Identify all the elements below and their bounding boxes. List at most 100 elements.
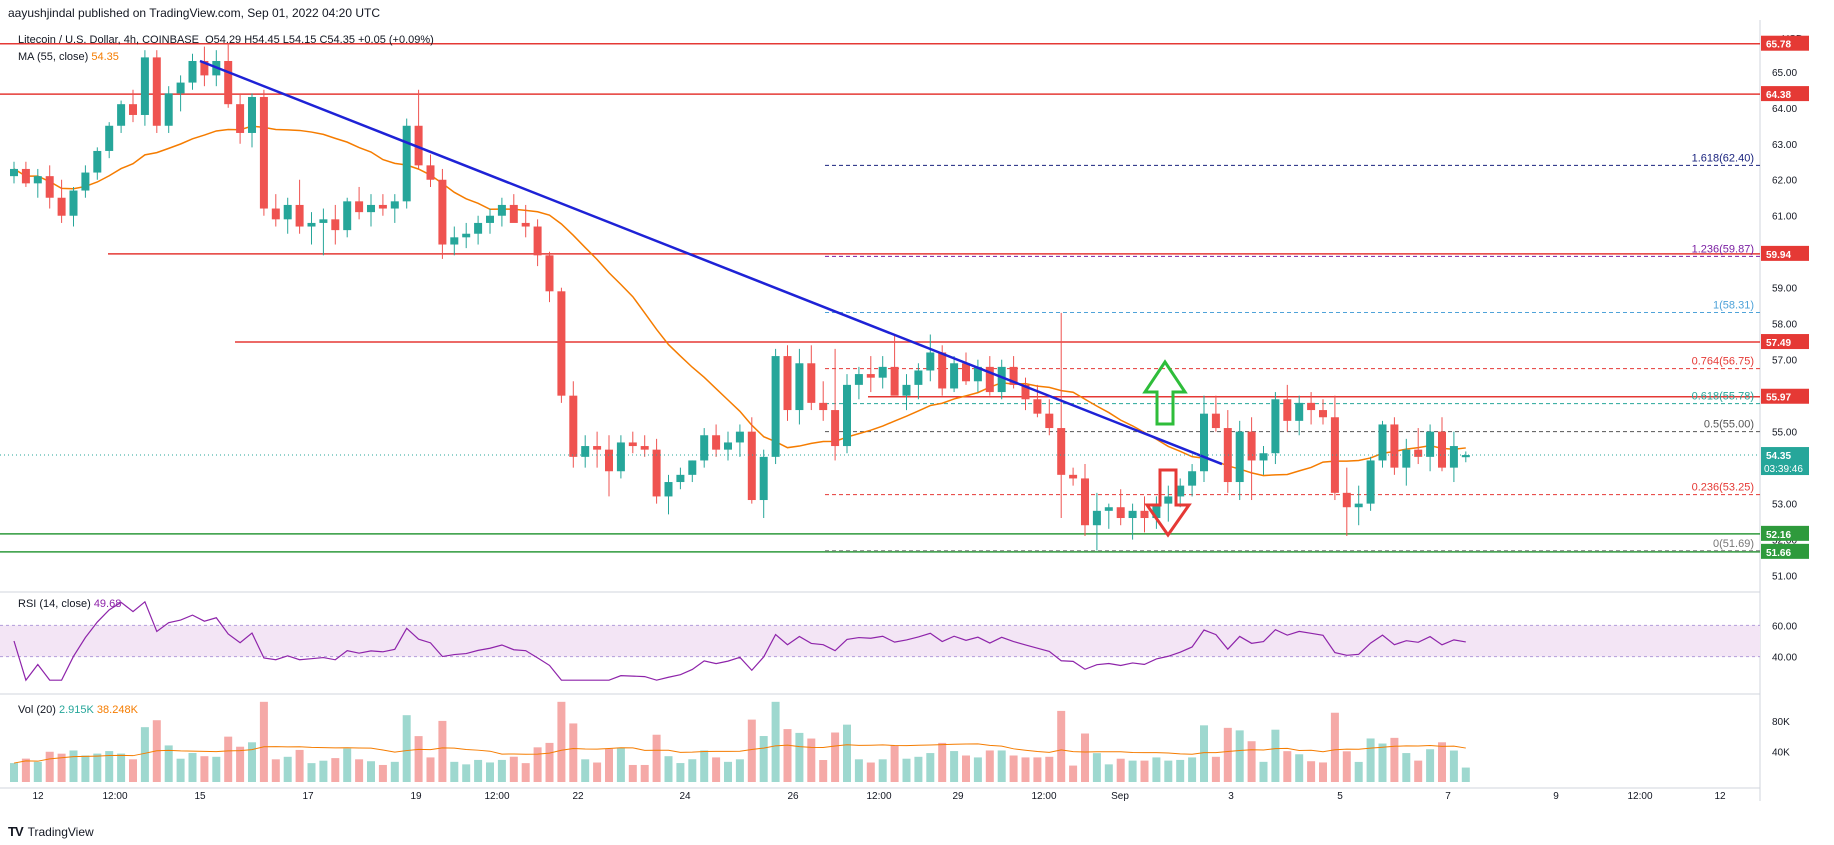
candle-body bbox=[914, 370, 923, 385]
candle-body bbox=[259, 96, 268, 209]
candle-body bbox=[521, 222, 530, 227]
candle-body bbox=[771, 356, 780, 457]
candle bbox=[1081, 464, 1089, 537]
volume-bar bbox=[724, 761, 732, 782]
candle-body bbox=[367, 204, 375, 213]
candle bbox=[997, 359, 1006, 400]
ma-value: 54.35 bbox=[91, 51, 119, 63]
volume-bar bbox=[57, 753, 66, 782]
volume-bar bbox=[1128, 760, 1137, 782]
candle-body bbox=[819, 402, 828, 411]
candle bbox=[1414, 428, 1423, 465]
volume-bar bbox=[1164, 760, 1173, 782]
candle bbox=[1438, 417, 1446, 472]
candle bbox=[10, 161, 18, 184]
volume-bar bbox=[509, 756, 518, 782]
candle-body bbox=[248, 96, 256, 133]
candle bbox=[771, 348, 780, 465]
y-tick-label: 51.00 bbox=[1772, 572, 1797, 583]
x-tick-label: 22 bbox=[572, 791, 584, 802]
volume-tick-label: 80K bbox=[1772, 717, 1790, 728]
candle bbox=[117, 100, 126, 133]
candle bbox=[1426, 424, 1435, 472]
price-tag bbox=[1761, 35, 1809, 51]
candle bbox=[248, 93, 256, 148]
candle bbox=[1211, 395, 1220, 432]
candle bbox=[712, 424, 721, 457]
volume-bar bbox=[1319, 762, 1327, 782]
fib-level-label: 0.236(53.25) bbox=[1692, 482, 1754, 494]
volume-bar bbox=[45, 751, 54, 782]
volume-bar bbox=[1188, 757, 1197, 782]
candle bbox=[438, 168, 447, 259]
rsi-label: RSI (14, close) bbox=[18, 598, 91, 610]
volume-bar bbox=[878, 759, 887, 782]
volume-bar bbox=[1092, 753, 1101, 782]
candle bbox=[902, 374, 911, 411]
candle bbox=[1378, 420, 1387, 468]
candle bbox=[1116, 489, 1125, 526]
candle-body bbox=[688, 460, 697, 475]
candle bbox=[1128, 503, 1137, 540]
candle bbox=[688, 460, 697, 483]
volume-bar bbox=[1283, 751, 1292, 782]
candle-body bbox=[45, 176, 54, 198]
candle bbox=[367, 194, 375, 227]
candle bbox=[259, 89, 268, 216]
candle-body bbox=[1283, 399, 1292, 421]
volume-bar bbox=[1426, 749, 1435, 782]
candle bbox=[307, 212, 316, 245]
candle bbox=[819, 381, 828, 421]
candle bbox=[355, 186, 364, 220]
candle-body bbox=[569, 395, 578, 457]
volume-bar bbox=[545, 742, 554, 782]
candle-body bbox=[33, 176, 42, 184]
candle-body bbox=[295, 204, 304, 227]
candle bbox=[950, 356, 959, 393]
volume-bar bbox=[295, 749, 304, 782]
volume-bar bbox=[367, 761, 375, 782]
candle-body bbox=[1069, 474, 1078, 479]
candle-body bbox=[152, 57, 161, 126]
volume-bar bbox=[1176, 759, 1185, 782]
candle bbox=[378, 194, 387, 216]
candle bbox=[545, 251, 554, 303]
candle-body bbox=[378, 204, 387, 209]
candle bbox=[1021, 377, 1030, 411]
candle-body bbox=[962, 363, 970, 382]
candle-body bbox=[486, 215, 494, 223]
candle-body bbox=[390, 201, 399, 209]
price-tag bbox=[1761, 543, 1809, 559]
volume-bar bbox=[307, 763, 316, 782]
candle bbox=[878, 356, 887, 389]
candle-body bbox=[402, 125, 411, 202]
volume-bar bbox=[914, 756, 923, 782]
candle bbox=[521, 204, 530, 238]
candle bbox=[605, 435, 613, 497]
price-tag-label: 57.49 bbox=[1766, 338, 1791, 349]
candle bbox=[985, 356, 994, 396]
candle-body bbox=[224, 60, 233, 105]
candle-body bbox=[1247, 431, 1256, 461]
candle bbox=[1164, 485, 1173, 522]
candle-body bbox=[1140, 510, 1149, 519]
candle-body bbox=[783, 356, 792, 411]
candle-body bbox=[973, 366, 982, 382]
volume-bar bbox=[593, 762, 602, 782]
volume-bar bbox=[533, 747, 542, 782]
volume-bar bbox=[378, 764, 387, 782]
candle bbox=[593, 431, 602, 468]
candle bbox=[795, 348, 804, 425]
volume-bar bbox=[676, 763, 685, 782]
candle bbox=[616, 435, 625, 479]
volume-bar bbox=[628, 764, 637, 782]
tradingview-footer[interactable]: TV TradingView bbox=[8, 824, 94, 839]
candle-body bbox=[795, 363, 804, 411]
candle bbox=[1259, 446, 1268, 475]
volume-bar bbox=[557, 701, 566, 782]
candle-body bbox=[1057, 428, 1066, 475]
volume-bar bbox=[605, 748, 613, 782]
volume-bar bbox=[735, 759, 744, 782]
volume-bar bbox=[950, 751, 959, 782]
